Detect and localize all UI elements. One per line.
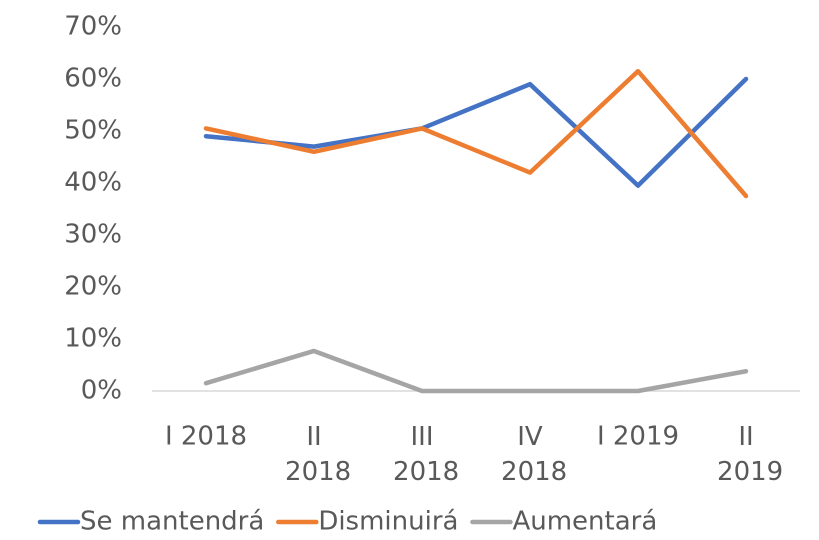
y-tick-label: 30% <box>64 220 122 250</box>
series-line <box>203 348 749 394</box>
y-tick-label: 50% <box>64 116 122 146</box>
y-tick-label: 0% <box>81 376 122 406</box>
legend-label: Aumentará <box>512 507 657 537</box>
series-line <box>203 76 749 188</box>
series-line <box>203 68 749 199</box>
legend-label: Se mantendrá <box>80 507 264 537</box>
y-tick-label: 10% <box>64 324 122 354</box>
y-tick-label: 70% <box>64 12 122 42</box>
x-tick-label: II 2018 <box>277 422 351 487</box>
x-tick-label: I 2019 <box>597 422 679 452</box>
y-tick-label: 20% <box>64 272 122 302</box>
y-tick-label: 60% <box>64 64 122 94</box>
x-tick-label: IV 2018 <box>493 422 567 487</box>
x-tick-label: III 2018 <box>385 422 459 487</box>
x-tick-label: I 2018 <box>165 422 247 452</box>
y-tick-label: 40% <box>64 168 122 198</box>
legend-label: Disminuirá <box>318 507 458 537</box>
x-tick-label: II 2019 <box>709 422 783 487</box>
